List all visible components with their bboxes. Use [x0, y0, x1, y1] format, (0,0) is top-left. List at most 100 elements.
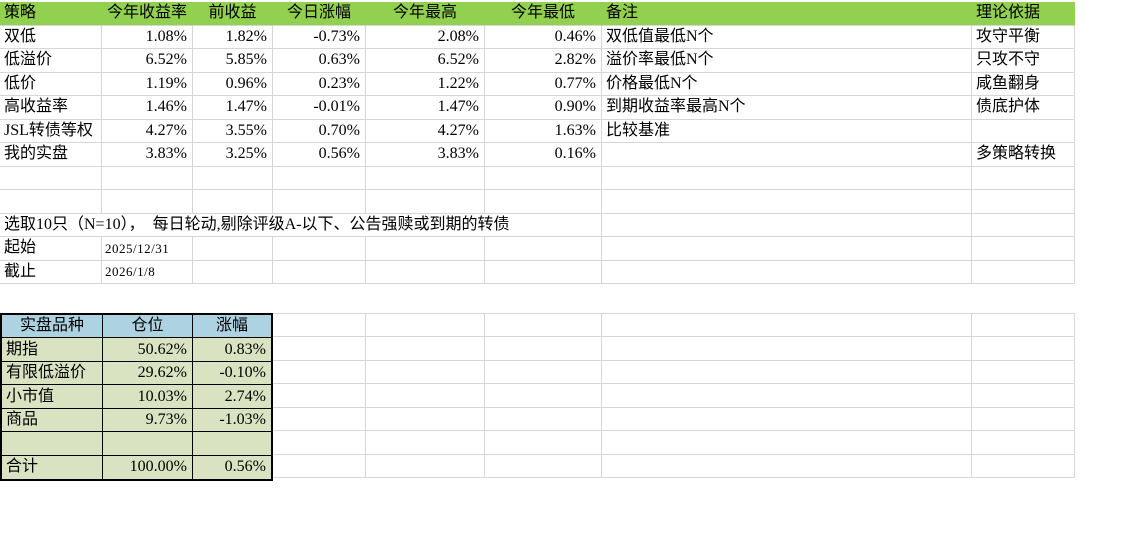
cell[interactable] [102, 166, 193, 190]
cell[interactable] [485, 237, 602, 261]
cell[interactable] [602, 384, 972, 408]
cell[interactable] [193, 260, 273, 284]
cell[interactable] [602, 143, 972, 167]
cell[interactable]: 1.82% [193, 25, 273, 49]
cell[interactable] [972, 190, 1075, 214]
cell[interactable]: -0.10% [193, 361, 271, 386]
cell[interactable]: 多策略转换 [972, 143, 1075, 167]
cell[interactable]: 3.55% [193, 119, 273, 143]
cell[interactable]: 0.83% [193, 338, 271, 362]
cell[interactable]: 0.56% [193, 455, 271, 480]
cell[interactable]: 攻守平衡 [972, 25, 1075, 49]
cell[interactable] [0, 190, 102, 214]
cell[interactable]: 0.56% [273, 143, 366, 167]
cell[interactable]: 只攻不守 [972, 49, 1075, 73]
cell[interactable] [972, 314, 1075, 338]
cell[interactable]: 合计 [2, 455, 103, 480]
cell[interactable] [273, 431, 366, 455]
cell[interactable]: 2025/12/31 [102, 237, 193, 261]
cell[interactable]: 1.47% [193, 96, 273, 120]
cell[interactable]: 9.73% [103, 408, 193, 433]
cell[interactable] [602, 260, 972, 284]
cell[interactable] [602, 337, 972, 361]
column-header[interactable]: 策略 [0, 2, 102, 26]
cell[interactable]: 双低 [0, 25, 102, 49]
cell[interactable] [366, 360, 485, 385]
cell[interactable] [602, 213, 972, 237]
cell[interactable] [972, 237, 1075, 261]
cell[interactable] [273, 260, 366, 284]
cell[interactable] [273, 454, 366, 479]
cell[interactable] [193, 432, 271, 456]
column-header[interactable]: 仓位 [103, 315, 193, 339]
cell[interactable] [972, 407, 1075, 432]
cell[interactable] [103, 432, 193, 456]
cell[interactable] [193, 190, 273, 214]
cell[interactable]: 1.19% [102, 72, 193, 96]
cell[interactable]: 溢价率最低N个 [602, 49, 972, 73]
cell[interactable] [602, 454, 972, 479]
cell[interactable]: 债底护体 [972, 96, 1075, 120]
column-header[interactable]: 备注 [602, 2, 972, 26]
cell[interactable]: 0.46% [485, 25, 602, 49]
cell[interactable] [485, 166, 602, 190]
cell[interactable]: 4.27% [366, 119, 485, 143]
cell[interactable]: 2.08% [366, 25, 485, 49]
cell[interactable]: 高收益率 [0, 96, 102, 120]
column-header[interactable]: 今年最高 [366, 2, 485, 26]
cell[interactable]: 2.82% [485, 49, 602, 73]
cell[interactable]: 低价 [0, 72, 102, 96]
cell[interactable]: 0.77% [485, 72, 602, 96]
cell[interactable]: 3.83% [102, 143, 193, 167]
cell[interactable] [972, 384, 1075, 408]
cell[interactable] [972, 213, 1075, 237]
cell[interactable]: 6.52% [366, 49, 485, 73]
cell[interactable]: 0.90% [485, 96, 602, 120]
cell[interactable] [273, 190, 366, 214]
cell[interactable] [972, 454, 1075, 479]
cell[interactable] [273, 166, 366, 190]
cell[interactable] [972, 360, 1075, 385]
cell[interactable] [102, 190, 193, 214]
cell[interactable]: 1.47% [366, 96, 485, 120]
cell[interactable] [485, 384, 602, 408]
cell[interactable] [366, 431, 485, 455]
cell[interactable] [485, 454, 602, 479]
cell[interactable] [366, 237, 485, 261]
cell[interactable]: -0.01% [273, 96, 366, 120]
cell[interactable]: 50.62% [103, 338, 193, 362]
cell[interactable]: 比较基准 [602, 119, 972, 143]
cell[interactable] [0, 166, 102, 190]
cell[interactable]: 100.00% [103, 455, 193, 480]
column-header[interactable]: 今年最低 [485, 2, 602, 26]
cell[interactable] [972, 337, 1075, 361]
selection-note[interactable]: 选取10只（N=10）， 每日轮动,剔除评级A-以下、公告强赎或到期的转债 [0, 213, 602, 237]
cell[interactable]: 3.25% [193, 143, 273, 167]
cell[interactable] [366, 166, 485, 190]
cell[interactable]: 到期收益率最高N个 [602, 96, 972, 120]
cell[interactable] [485, 407, 602, 432]
cell[interactable]: 价格最低N个 [602, 72, 972, 96]
cell[interactable] [273, 360, 366, 385]
cell[interactable] [273, 314, 366, 338]
cell[interactable]: 1.08% [102, 25, 193, 49]
cell[interactable]: 0.16% [485, 143, 602, 167]
cell[interactable]: 咸鱼翻身 [972, 72, 1075, 96]
column-header[interactable]: 理论依据 [972, 2, 1075, 26]
cell[interactable]: 2026/1/8 [102, 260, 193, 284]
cell[interactable]: 期指 [2, 338, 103, 362]
cell[interactable] [485, 360, 602, 385]
cell[interactable]: 低溢价 [0, 49, 102, 73]
cell[interactable] [602, 166, 972, 190]
cell[interactable]: 1.63% [485, 119, 602, 143]
cell[interactable]: 10.03% [103, 385, 193, 409]
cell[interactable] [485, 337, 602, 361]
cell[interactable] [273, 337, 366, 361]
cell[interactable]: 0.96% [193, 72, 273, 96]
cell[interactable]: 1.46% [102, 96, 193, 120]
cell[interactable]: 6.52% [102, 49, 193, 73]
cell[interactable]: 5.85% [193, 49, 273, 73]
cell[interactable]: 商品 [2, 408, 103, 433]
cell[interactable] [602, 314, 972, 338]
cell[interactable]: 双低值最低N个 [602, 25, 972, 49]
